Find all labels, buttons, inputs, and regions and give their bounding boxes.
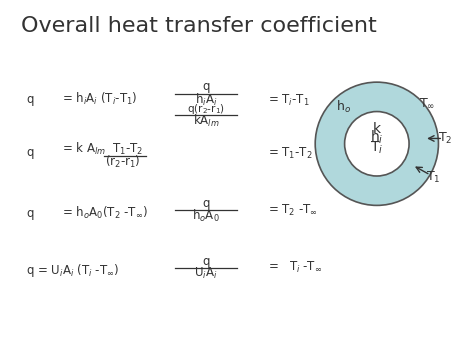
Text: h$_i$A$_i$: h$_i$A$_i$ (195, 92, 218, 108)
Text: = k A$_{lm}$  T$_1$-T$_2$: = k A$_{lm}$ T$_1$-T$_2$ (62, 141, 143, 157)
Text: q: q (202, 255, 210, 268)
Text: = T$_2$ -T$_\infty$: = T$_2$ -T$_\infty$ (268, 203, 318, 218)
Text: T$_i$: T$_i$ (370, 139, 383, 155)
Text: h$_i$: h$_i$ (370, 129, 383, 147)
Text: q: q (26, 93, 34, 106)
Text: h$_o$: h$_o$ (336, 98, 351, 115)
Text: T$_1$: T$_1$ (427, 170, 441, 185)
Text: = h$_i$A$_i$ (T$_i$-T$_1$): = h$_i$A$_i$ (T$_i$-T$_1$) (62, 91, 137, 108)
Text: q(r$_2$-r$_1$): q(r$_2$-r$_1$) (187, 102, 225, 116)
Text: q: q (202, 81, 210, 93)
Text: = T$_i$-T$_1$: = T$_i$-T$_1$ (268, 93, 310, 108)
Text: T$_2$: T$_2$ (438, 131, 453, 146)
Text: =   T$_i$ -T$_\infty$: = T$_i$ -T$_\infty$ (268, 260, 322, 275)
Text: Overall heat transfer coefficient: Overall heat transfer coefficient (21, 16, 377, 36)
Text: h$_o$A$_0$: h$_o$A$_0$ (192, 208, 220, 224)
Text: q: q (26, 207, 34, 219)
Text: U$_i$A$_i$: U$_i$A$_i$ (194, 266, 218, 281)
Ellipse shape (345, 111, 409, 176)
Text: q: q (26, 146, 34, 159)
Text: kA$_{lm}$: kA$_{lm}$ (193, 113, 219, 129)
Text: q = U$_i$A$_i$ (T$_i$ -T$_\infty$): q = U$_i$A$_i$ (T$_i$ -T$_\infty$) (26, 262, 119, 279)
Text: = T$_1$-T$_2$: = T$_1$-T$_2$ (268, 146, 312, 161)
Text: k: k (373, 121, 381, 136)
Text: (r$_2$-r$_1$): (r$_2$-r$_1$) (105, 153, 141, 170)
Text: T$_\infty$: T$_\infty$ (419, 97, 435, 109)
Ellipse shape (315, 82, 438, 206)
Text: q: q (202, 197, 210, 210)
Text: = h$_o$A$_0$(T$_2$ -T$_\infty$): = h$_o$A$_0$(T$_2$ -T$_\infty$) (62, 205, 147, 221)
